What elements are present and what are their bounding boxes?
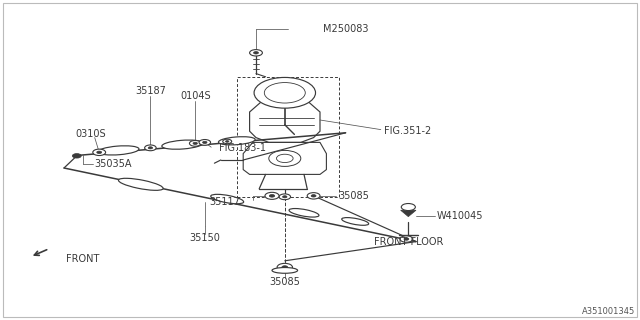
Circle shape: [307, 193, 320, 199]
Ellipse shape: [211, 194, 244, 204]
Ellipse shape: [98, 146, 139, 155]
Text: 35150: 35150: [189, 233, 220, 244]
Circle shape: [203, 141, 207, 143]
Circle shape: [282, 266, 288, 269]
Circle shape: [223, 139, 232, 144]
Circle shape: [277, 263, 292, 271]
Text: 35187: 35187: [135, 86, 166, 96]
Circle shape: [269, 195, 275, 197]
Ellipse shape: [289, 209, 319, 217]
Circle shape: [279, 194, 291, 200]
Circle shape: [311, 195, 316, 197]
Circle shape: [225, 140, 229, 142]
Ellipse shape: [342, 218, 369, 225]
Circle shape: [264, 83, 305, 103]
Text: FRONT: FRONT: [66, 253, 99, 264]
Circle shape: [276, 154, 293, 163]
Circle shape: [93, 149, 106, 156]
Circle shape: [401, 204, 415, 211]
Text: 35085: 35085: [269, 277, 300, 287]
Text: 35085: 35085: [338, 191, 369, 201]
Circle shape: [265, 192, 279, 199]
Circle shape: [253, 52, 259, 54]
Polygon shape: [401, 210, 416, 217]
Circle shape: [72, 154, 81, 158]
Circle shape: [254, 77, 316, 108]
Text: FRONT FLOOR: FRONT FLOOR: [374, 236, 443, 247]
Text: 35035A: 35035A: [95, 159, 132, 169]
Circle shape: [269, 150, 301, 166]
Circle shape: [145, 145, 156, 151]
Text: 35117: 35117: [209, 196, 240, 207]
Ellipse shape: [118, 178, 163, 190]
Circle shape: [148, 147, 152, 149]
Ellipse shape: [162, 140, 203, 149]
Circle shape: [250, 50, 262, 56]
Circle shape: [283, 196, 287, 198]
Ellipse shape: [218, 137, 255, 145]
Text: A351001345: A351001345: [582, 307, 635, 316]
Text: FIG.351-2: FIG.351-2: [384, 126, 431, 136]
Text: 0310S: 0310S: [76, 129, 106, 140]
Text: 0104S: 0104S: [180, 91, 211, 101]
Circle shape: [400, 236, 413, 242]
Circle shape: [199, 140, 211, 145]
Circle shape: [189, 140, 201, 146]
Circle shape: [193, 142, 197, 144]
Text: M250083: M250083: [323, 24, 369, 34]
Text: FIG.183-1: FIG.183-1: [219, 143, 266, 154]
Text: W410045: W410045: [437, 211, 484, 221]
Circle shape: [404, 238, 409, 240]
Ellipse shape: [272, 268, 298, 273]
Circle shape: [97, 151, 102, 154]
